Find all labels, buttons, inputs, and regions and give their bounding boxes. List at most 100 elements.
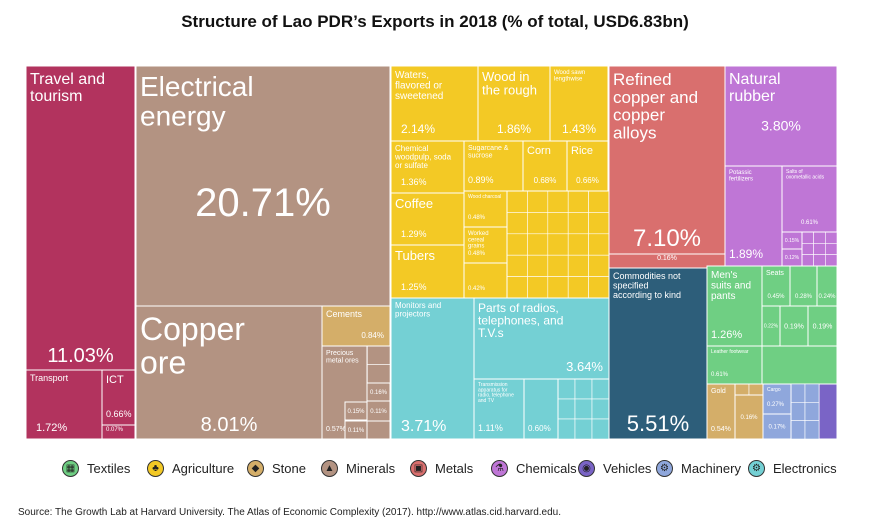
minor-tile bbox=[801, 243, 814, 255]
tile-corn bbox=[522, 140, 568, 192]
tile-value-parts-of-radios-telephones-and-t-v-s: 3.64% bbox=[566, 359, 603, 374]
tile-label-wood-sawn-lengthwise: Wood sawn lengthwise bbox=[554, 70, 585, 82]
tile-value-sugarcane-sucrose: 0.89% bbox=[468, 175, 494, 185]
stone-icon: ◆ bbox=[247, 460, 264, 477]
legend-item-minerals: ▲ Minerals bbox=[321, 460, 395, 477]
minor-tile bbox=[591, 418, 610, 440]
tile-label-seats: Seats bbox=[766, 270, 784, 277]
minor-tile bbox=[567, 233, 589, 256]
tile-value-share-0-60: 0.60% bbox=[528, 424, 551, 433]
tile-label-leather-footwear: Leather footwear bbox=[711, 349, 749, 355]
tile-travel-and-tourism bbox=[25, 65, 136, 371]
tile-value-gold: 0.54% bbox=[711, 426, 731, 433]
tile-value-natural-rubber: 3.80% bbox=[761, 117, 801, 133]
minor-tile bbox=[557, 398, 576, 420]
legend: ▦ Textiles ♣ Agriculture ◆ Stone ▲ Minerals ▣ Met… bbox=[0, 460, 870, 484]
tile-value-share-0-12: 0.12% bbox=[785, 255, 800, 261]
minor-tile bbox=[574, 398, 593, 420]
tile-label-gold: Gold bbox=[711, 388, 726, 395]
minor-tile bbox=[527, 233, 549, 256]
tile-value-ict: 0.66% bbox=[106, 409, 132, 419]
minor-tile bbox=[813, 254, 826, 267]
minor-tile bbox=[527, 190, 549, 213]
tile-value-share-0-16: 0.16% bbox=[370, 390, 388, 396]
tile-label-ict: ICT bbox=[106, 374, 124, 386]
metals-icon: ▣ bbox=[410, 460, 427, 477]
tile-leather-footwear bbox=[706, 345, 763, 385]
minor-tile bbox=[790, 383, 806, 403]
minor-tile bbox=[506, 190, 528, 213]
tile-value-men-s-suits-and-pants: 1.26% bbox=[711, 329, 742, 341]
tile-label-monitors-and-projectors: Monitors and projectors bbox=[395, 301, 441, 318]
tile-value-tubers: 1.25% bbox=[401, 282, 427, 292]
legend-label: Vehicles bbox=[603, 461, 652, 476]
textiles-icon: ▦ bbox=[62, 460, 79, 477]
electronics-icon: ⚙ bbox=[748, 460, 765, 477]
tile-value-transport: 1.72% bbox=[36, 422, 67, 434]
tile-share-0-22 bbox=[761, 305, 781, 347]
tile-value-wood-in-the-rough: 1.86% bbox=[497, 122, 531, 136]
tile-value-share-0-11: 0.11% bbox=[370, 409, 387, 415]
tile-label-precious-metal-ores: Precious metal ores bbox=[326, 350, 359, 364]
tile-label-chemical-woodpulp-soda-or-sulfate: Chemical woodpulp, soda or sulfate bbox=[394, 144, 452, 170]
minor-tile bbox=[506, 254, 528, 277]
legend-item-machinery: ⚙ Machinery bbox=[656, 460, 741, 477]
tile-value-leather-footwear: 0.61% bbox=[711, 372, 729, 378]
tile-value-share-0-15: 0.15% bbox=[785, 238, 800, 244]
tile-label-electrical-energy: Electrical energy bbox=[140, 71, 254, 131]
minor-tile bbox=[547, 254, 569, 277]
tile-label-waters-flavored-or-sweetened: Waters, flavored or sweetened bbox=[395, 70, 443, 102]
minor-tile bbox=[547, 233, 569, 256]
tile-value-share-0-22: 0.22% bbox=[764, 324, 779, 330]
minor-tile bbox=[591, 378, 610, 400]
minor-tile bbox=[825, 231, 838, 244]
minor-tile bbox=[567, 254, 589, 277]
minor-tile bbox=[506, 276, 528, 299]
tile-value-transmission-apparatus-for-radio-telephone-and-tv: 1.11% bbox=[478, 423, 503, 433]
tile-commodities-not-specified-according-to-kind bbox=[608, 267, 708, 440]
tile-label-travel-and-tourism: Travel and tourism bbox=[30, 71, 105, 105]
tile-value-refined-copper-and-copper-alloys: 7.10% bbox=[633, 225, 701, 252]
tile-men-s-suits-and-pants bbox=[706, 265, 763, 347]
minor-tile bbox=[588, 212, 610, 235]
tile-value-copper-ore: 8.01% bbox=[201, 414, 258, 436]
minor-tile bbox=[367, 345, 391, 365]
legend-label: Chemicals bbox=[516, 461, 577, 476]
tile-value-electrical-energy: 20.71% bbox=[195, 181, 331, 225]
tile-wood-charcoal bbox=[463, 190, 508, 228]
chart-title: Structure of Lao PDR’s Exports in 2018 (… bbox=[181, 12, 689, 31]
tile-value-share-0-19: 0.19% bbox=[813, 323, 833, 330]
tile-cargo bbox=[762, 383, 792, 415]
minor-tile bbox=[825, 243, 838, 255]
minor-tile bbox=[557, 418, 576, 440]
legend-item-metals: ▣ Metals bbox=[410, 460, 473, 477]
minor-tile bbox=[588, 190, 610, 213]
tile-share-0-16 bbox=[734, 394, 764, 440]
tile-share-0-42 bbox=[463, 262, 508, 299]
minor-tile bbox=[557, 378, 576, 400]
tile-ict bbox=[101, 369, 136, 426]
minor-tile bbox=[801, 231, 814, 244]
minor-tile bbox=[813, 243, 826, 255]
minor-tile bbox=[547, 190, 569, 213]
legend-label: Electronics bbox=[773, 461, 837, 476]
tile-share-0-17 bbox=[762, 413, 792, 440]
minor-tile bbox=[567, 190, 589, 213]
tile-value-share-0-42: 0.42% bbox=[468, 286, 486, 292]
tile-electrical-energy bbox=[135, 65, 391, 307]
tile-monitors-and-projectors bbox=[390, 297, 475, 440]
tile-value-share-0-24: 0.24% bbox=[818, 294, 836, 300]
legend-item-chemicals: ⚗ Chemicals bbox=[491, 460, 577, 477]
tile-label-parts-of-radios-telephones-and-t-v-s: Parts of radios, telephones, and T.V.s bbox=[478, 301, 563, 340]
tile-value-cements: 0.84% bbox=[361, 331, 384, 340]
chemicals-icon: ⚗ bbox=[491, 460, 508, 477]
tile-salts-of-oxometallic-acids bbox=[781, 165, 838, 233]
minor-tile bbox=[813, 231, 826, 244]
tile-label-cargo: Cargo bbox=[767, 387, 781, 393]
legend-item-stone: ◆ Stone bbox=[247, 460, 306, 477]
tile-label-rice: Rice bbox=[571, 145, 593, 157]
tile-value-share-0-17: 0.17% bbox=[768, 425, 786, 431]
tile-value-potassic-fertilizers: 1.89% bbox=[729, 247, 763, 261]
tile-label-tubers: Tubers bbox=[395, 248, 435, 263]
